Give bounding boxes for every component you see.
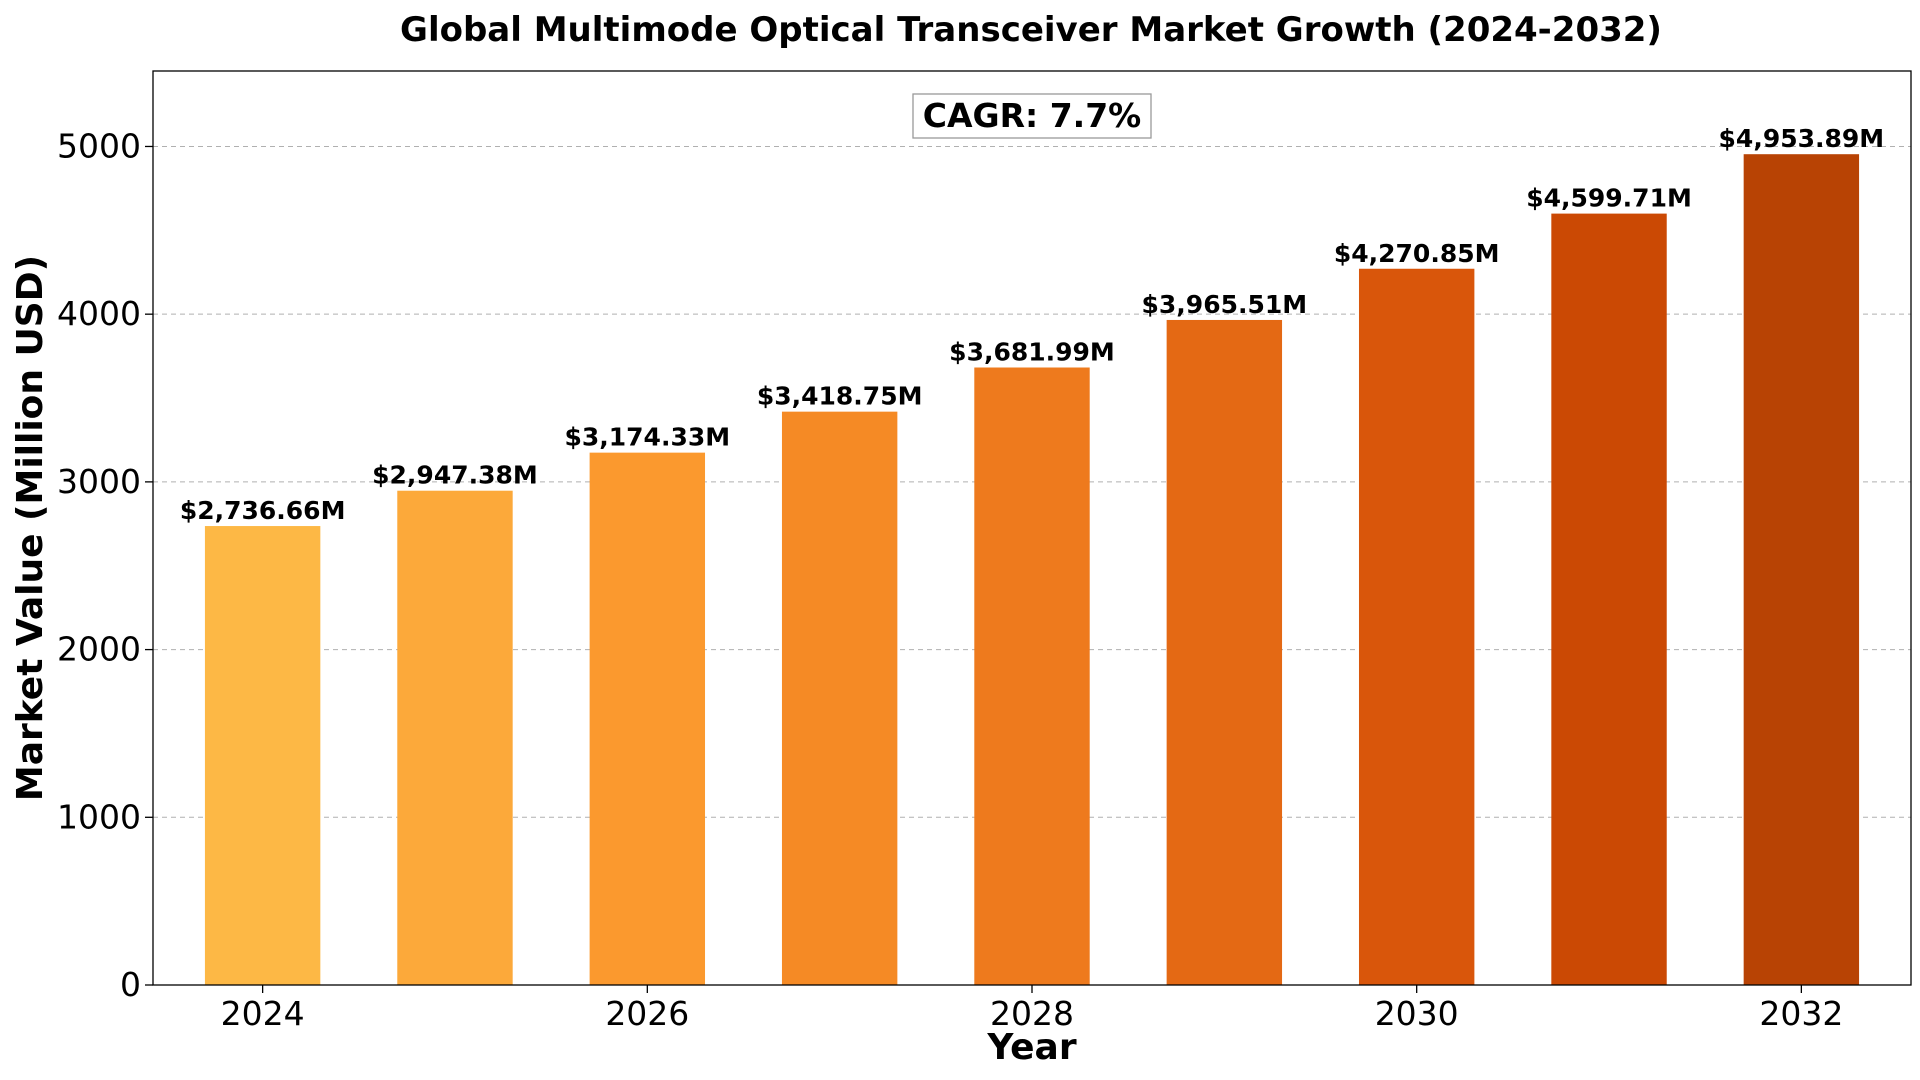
bar-2028 [974,367,1090,986]
bars [204,154,1860,986]
bar-2025 [397,490,513,985]
bar-2029 [1166,319,1283,985]
data-label-2029: $3,965.51M [1142,290,1308,319]
cagr-annotation: CAGR: 7.7% [912,93,1152,139]
x-tick-label-1: 2026 [605,994,689,1033]
y-tick-label-4: 4000 [57,294,141,333]
bar-2030 [1358,268,1475,985]
x-tick-label-4: 2032 [1759,994,1843,1033]
data-labels: $2,736.66M $2,947.38M $3,174.33M $3,418.75M… [180,124,1884,525]
bar-2024 [204,526,321,985]
bar-2027 [781,411,898,985]
y-tick-label-1: 1000 [57,797,141,836]
y-axis-label: Market Value (Million USD) [10,255,51,801]
data-label-2027: $3,418.75M [757,382,923,411]
chart-title: Global Multimode Optical Transceiver Mar… [400,10,1662,50]
y-tick-label-5: 5000 [57,126,141,165]
data-label-2026: $3,174.33M [564,423,730,452]
cagr-annotation-box [912,93,1152,139]
y-tick-label-3: 3000 [57,462,141,501]
data-label-2024: $2,736.66M [180,496,346,525]
y-axis-ticks: 0 1000 2000 3000 4000 5000 [57,126,153,1004]
x-axis-ticks: 2024 2026 2028 2030 2032 [221,985,1843,1033]
data-label-2030: $4,270.85M [1334,239,1500,268]
data-label-2031: $4,599.71M [1526,184,1692,213]
x-tick-label-2: 2028 [990,994,1074,1033]
y-tick-label-2: 2000 [57,630,141,669]
cagr-annotation-text: CAGR: 7.7% [923,96,1141,135]
x-axis-label: Year [986,1027,1076,1068]
bar-2031 [1551,213,1667,985]
data-label-2032: $4,953.89M [1719,124,1885,153]
data-label-2028: $3,681.99M [949,338,1115,367]
x-tick-label-3: 2030 [1375,994,1459,1033]
bar-2032 [1743,154,1860,986]
bar-2026 [589,452,706,985]
y-tick-label-0: 0 [120,965,141,1004]
x-tick-label-0: 2024 [221,994,305,1033]
data-label-2025: $2,947.38M [372,461,538,490]
